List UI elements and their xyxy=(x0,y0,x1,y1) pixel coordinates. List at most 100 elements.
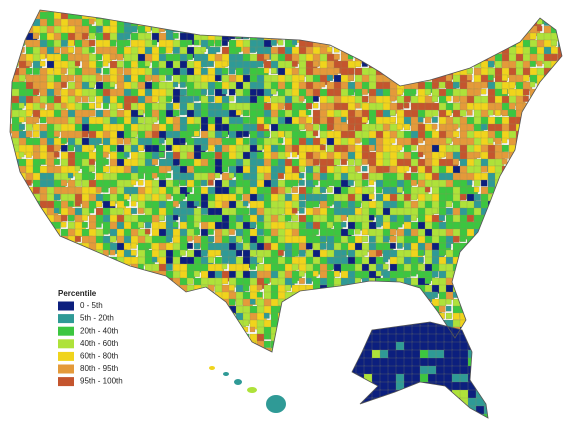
county xyxy=(172,81,179,88)
county xyxy=(60,277,73,290)
county xyxy=(242,10,254,16)
county xyxy=(473,256,482,265)
county xyxy=(158,319,169,330)
county xyxy=(459,221,468,230)
county xyxy=(522,11,536,25)
county xyxy=(529,228,541,240)
county xyxy=(396,256,406,266)
county xyxy=(270,25,283,38)
county xyxy=(557,95,562,106)
county xyxy=(319,11,326,18)
county xyxy=(10,263,16,275)
county xyxy=(60,242,71,253)
county xyxy=(480,242,493,255)
borough xyxy=(435,349,446,360)
county xyxy=(550,291,562,303)
county xyxy=(494,67,503,76)
borough xyxy=(451,349,462,360)
county xyxy=(284,284,292,292)
county xyxy=(165,340,174,349)
county xyxy=(501,186,512,197)
county xyxy=(235,333,249,347)
county xyxy=(508,109,517,118)
county xyxy=(130,81,138,89)
county xyxy=(333,319,340,326)
borough xyxy=(363,413,374,418)
county xyxy=(487,25,494,32)
county xyxy=(417,18,429,30)
county xyxy=(480,10,491,15)
county xyxy=(46,249,54,257)
county xyxy=(368,39,375,46)
county xyxy=(298,319,311,332)
county xyxy=(347,25,357,35)
county xyxy=(501,207,510,216)
county xyxy=(536,95,543,102)
county xyxy=(18,11,26,19)
borough xyxy=(363,389,374,400)
legend-swatch xyxy=(58,364,74,374)
county xyxy=(179,10,189,14)
hawaii xyxy=(209,366,286,413)
county xyxy=(557,326,562,340)
county xyxy=(32,130,40,138)
county xyxy=(424,46,432,54)
county xyxy=(347,32,361,46)
county xyxy=(291,319,299,327)
county xyxy=(494,137,502,145)
county xyxy=(326,123,334,131)
county xyxy=(10,326,11,333)
county xyxy=(361,144,370,153)
county xyxy=(137,284,144,291)
county xyxy=(172,305,180,313)
county xyxy=(284,11,292,19)
county xyxy=(536,102,545,111)
county xyxy=(480,333,490,343)
county xyxy=(557,340,562,350)
county xyxy=(53,144,61,152)
county xyxy=(10,116,11,123)
county xyxy=(179,18,192,31)
county xyxy=(368,130,378,140)
county xyxy=(382,263,389,270)
county xyxy=(284,312,294,322)
county xyxy=(144,10,156,16)
county xyxy=(354,25,368,39)
county xyxy=(46,270,59,283)
county xyxy=(347,263,356,272)
county xyxy=(144,326,154,336)
borough xyxy=(411,333,422,344)
county xyxy=(508,333,518,343)
county xyxy=(445,200,453,208)
county xyxy=(305,305,319,319)
borough xyxy=(379,341,390,352)
county xyxy=(557,172,562,182)
county xyxy=(270,39,277,46)
county xyxy=(501,298,514,311)
county xyxy=(151,319,161,329)
county xyxy=(179,67,188,76)
county xyxy=(214,11,222,19)
county xyxy=(522,60,531,69)
borough xyxy=(483,349,488,360)
county xyxy=(557,242,562,253)
county xyxy=(326,298,340,312)
county xyxy=(18,277,27,286)
county xyxy=(354,102,361,109)
county xyxy=(319,242,327,250)
county xyxy=(11,291,18,298)
county xyxy=(417,39,431,53)
county xyxy=(207,10,217,14)
borough xyxy=(379,349,390,360)
county xyxy=(32,319,45,332)
county xyxy=(515,172,522,179)
county xyxy=(375,249,383,257)
county xyxy=(543,312,550,319)
county xyxy=(536,123,543,130)
county xyxy=(361,116,368,123)
county xyxy=(459,25,473,39)
borough xyxy=(411,373,422,384)
county xyxy=(263,95,271,103)
county xyxy=(305,25,317,37)
borough xyxy=(451,405,462,416)
